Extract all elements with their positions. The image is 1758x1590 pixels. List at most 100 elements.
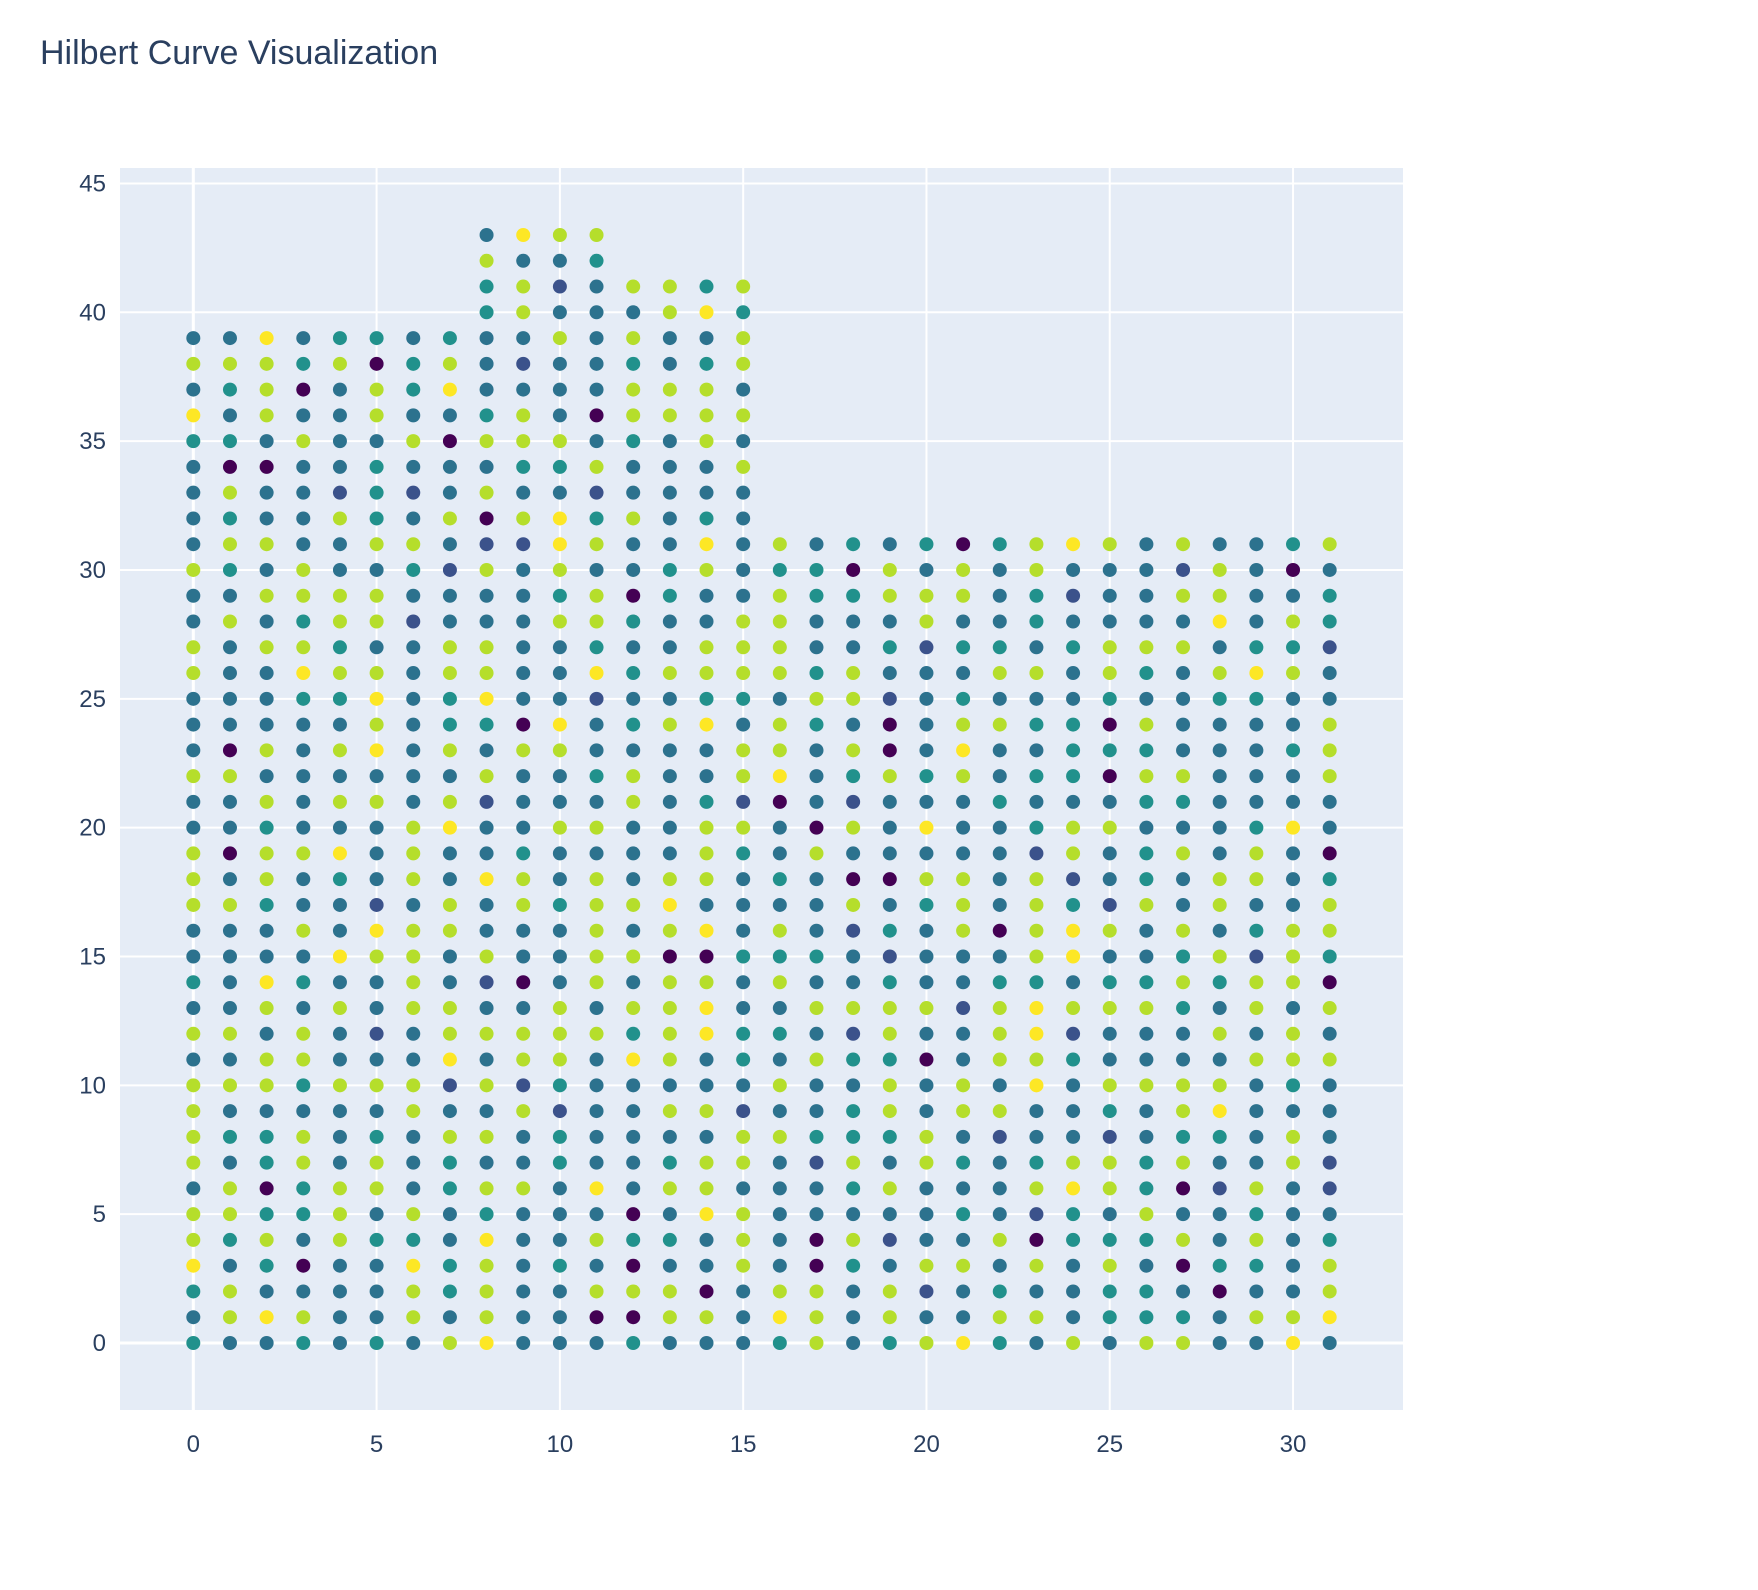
scatter-point — [772, 1258, 787, 1273]
scatter-point — [919, 717, 934, 732]
scatter-point — [479, 1155, 494, 1170]
scatter-point — [1322, 1258, 1337, 1273]
scatter-point — [589, 1078, 604, 1093]
scatter-point — [406, 743, 421, 758]
scatter-point — [1066, 1284, 1081, 1299]
scatter-point — [772, 794, 787, 809]
scatter-point — [662, 1310, 677, 1325]
scatter-point — [222, 1001, 237, 1016]
scatter-point — [846, 769, 861, 784]
scatter-point — [1322, 1155, 1337, 1170]
scatter-point — [442, 1155, 457, 1170]
scatter-point — [1322, 562, 1337, 577]
scatter-point — [406, 459, 421, 474]
scatter-point — [1102, 794, 1117, 809]
scatter-point — [516, 356, 531, 371]
scatter-point — [919, 614, 934, 629]
scatter-point — [516, 253, 531, 268]
scatter-point — [406, 356, 421, 371]
scatter-point — [846, 1155, 861, 1170]
scatter-point — [516, 949, 531, 964]
scatter-point — [662, 1104, 677, 1119]
scatter-point — [772, 537, 787, 552]
scatter-point — [589, 227, 604, 242]
scatter-point — [882, 1258, 897, 1273]
scatter-point — [1249, 1078, 1264, 1093]
scatter-point — [772, 769, 787, 784]
scatter-point — [552, 1284, 567, 1299]
scatter-point — [626, 1181, 641, 1196]
scatter-point — [736, 820, 751, 835]
scatter-point — [919, 897, 934, 912]
scatter-point — [516, 975, 531, 990]
scatter-point — [1249, 949, 1264, 964]
scatter-point — [186, 794, 201, 809]
scatter-point — [222, 382, 237, 397]
scatter-point — [406, 1232, 421, 1247]
scatter-point — [222, 872, 237, 887]
scatter-point — [1212, 640, 1227, 655]
scatter-point — [296, 459, 311, 474]
scatter-point — [589, 1155, 604, 1170]
scatter-point — [259, 1232, 274, 1247]
scatter-point — [479, 331, 494, 346]
scatter-point — [1029, 1258, 1044, 1273]
scatter-point — [479, 794, 494, 809]
scatter-point — [736, 640, 751, 655]
scatter-point — [1286, 588, 1301, 603]
scatter-point — [479, 923, 494, 938]
scatter-point — [772, 717, 787, 732]
scatter-point — [332, 1129, 347, 1144]
scatter-point — [736, 769, 751, 784]
scatter-point — [552, 666, 567, 681]
scatter-point — [1029, 562, 1044, 577]
scatter-point — [699, 614, 714, 629]
scatter-point — [1212, 1336, 1227, 1351]
scatter-point — [1139, 640, 1154, 655]
scatter-point — [222, 1129, 237, 1144]
scatter-point — [809, 666, 824, 681]
scatter-point — [1066, 588, 1081, 603]
scatter-point — [516, 640, 531, 655]
scatter-point — [442, 769, 457, 784]
scatter-point — [1029, 923, 1044, 938]
scatter-point — [919, 1078, 934, 1093]
scatter-point — [882, 949, 897, 964]
scatter-point — [1139, 794, 1154, 809]
scatter-point — [662, 331, 677, 346]
scatter-point — [186, 1207, 201, 1222]
scatter-point — [1322, 1078, 1337, 1093]
scatter-point — [552, 820, 567, 835]
scatter-point — [186, 949, 201, 964]
scatter-point — [992, 1001, 1007, 1016]
scatter-point — [626, 820, 641, 835]
scatter-point — [1066, 1336, 1081, 1351]
scatter-point — [1286, 846, 1301, 861]
scatter-point — [809, 1284, 824, 1299]
scatter-point — [736, 382, 751, 397]
scatter-point — [369, 1207, 384, 1222]
scatter-point — [186, 459, 201, 474]
scatter-point — [882, 1310, 897, 1325]
scatter-point — [332, 743, 347, 758]
scatter-point — [296, 975, 311, 990]
scatter-point — [1322, 975, 1337, 990]
scatter-point — [259, 640, 274, 655]
scatter-point — [809, 743, 824, 758]
scatter-point — [736, 485, 751, 500]
scatter-point — [1286, 640, 1301, 655]
scatter-point — [1066, 691, 1081, 706]
scatter-point — [919, 1207, 934, 1222]
scatter-point — [956, 743, 971, 758]
scatter-point — [992, 769, 1007, 784]
scatter-point — [1029, 1181, 1044, 1196]
scatter-point — [772, 666, 787, 681]
scatter-point — [259, 1052, 274, 1067]
scatter-point — [442, 331, 457, 346]
scatter-point — [589, 331, 604, 346]
scatter-point — [369, 872, 384, 887]
scatter-point — [699, 408, 714, 423]
scatter-point — [1249, 769, 1264, 784]
scatter-point — [956, 1232, 971, 1247]
scatter-point — [1139, 666, 1154, 681]
